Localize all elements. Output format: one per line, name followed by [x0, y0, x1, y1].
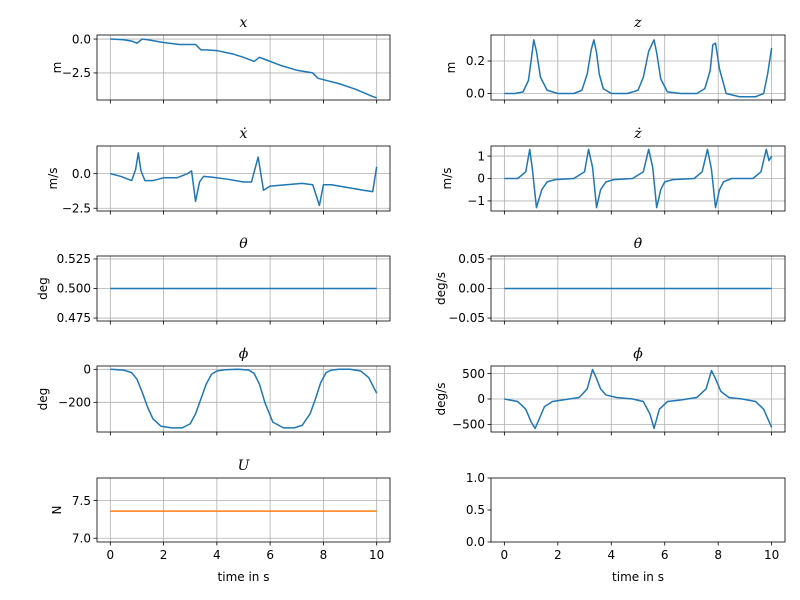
subplot-9: 0 2 4 6 8 10 1.0 0.5 0.0 time in s	[466, 471, 786, 584]
x-tick-label: 6	[661, 548, 669, 562]
x-axis-label: time in s	[612, 570, 664, 584]
y-tick-label: −200	[58, 396, 91, 410]
y-axis-label: m/s	[440, 168, 454, 190]
plot-frame	[96, 34, 391, 101]
series-line-0	[110, 368, 378, 429]
x-tick-label: 4	[213, 548, 221, 562]
subplot-title: ϕ̇	[633, 346, 643, 362]
subplot-title: ż	[633, 126, 642, 142]
subplot-2: 0.0 −2.5 ẋ m/s	[46, 126, 391, 215]
y-tick-label: −0.05	[448, 311, 485, 325]
series-line-0	[110, 152, 378, 207]
series-line-0	[504, 148, 773, 209]
series-line-0	[504, 39, 773, 98]
subplot-4: 0.525 0.500 0.475 θ deg	[36, 236, 391, 325]
subplot-title: ϕ	[239, 346, 249, 362]
subplot-3: 1 0 −1 ż m/s	[440, 126, 786, 215]
y-axis-label: deg	[36, 277, 50, 300]
y-tick-label: −1	[467, 194, 485, 208]
subplot-title: z	[633, 15, 642, 31]
x-tick-label: 10	[369, 548, 384, 562]
y-axis-label: N	[50, 506, 64, 515]
y-axis-label: deg/s	[434, 383, 448, 416]
y-axis-label: deg/s	[434, 272, 448, 305]
series-line-0	[110, 38, 377, 99]
y-axis-label: m/s	[46, 168, 60, 190]
y-tick-label: 0.2	[466, 54, 485, 68]
plot-frame	[490, 477, 786, 543]
y-tick-label: 0.00	[458, 282, 485, 296]
y-axis-label: m	[444, 62, 458, 74]
plot-frame	[96, 365, 391, 433]
y-tick-label: 0.5	[466, 503, 485, 517]
y-tick-label: −2.5	[62, 201, 91, 215]
plot-frame	[96, 477, 391, 543]
y-axis-label: m	[50, 62, 64, 74]
x-tick-label: 0	[501, 548, 509, 562]
y-tick-label: 500	[462, 367, 485, 381]
x-tick-label: 6	[266, 548, 274, 562]
plot-frame	[96, 145, 391, 212]
x-tick-label: 0	[106, 548, 114, 562]
subplot-5: 0.05 0.00 −0.05 θ̇ deg/s	[434, 236, 786, 325]
y-tick-label: 7.5	[72, 494, 91, 508]
y-tick-label: 0.05	[458, 252, 485, 266]
subplot-title: ẋ	[240, 126, 248, 142]
subplot-title: U	[238, 458, 251, 474]
y-tick-label: 0.525	[57, 252, 91, 266]
y-tick-label: 7.0	[72, 531, 91, 545]
y-tick-label: 0	[477, 392, 485, 406]
subplot-title: θ̇	[634, 236, 643, 252]
y-tick-label: 0.500	[57, 282, 91, 296]
y-tick-label: 0	[477, 172, 485, 186]
y-tick-label: 0	[83, 363, 91, 377]
x-tick-label: 8	[320, 548, 328, 562]
plot-frame	[490, 34, 786, 101]
subplot-title: x	[240, 15, 248, 31]
y-tick-label: 1.0	[466, 471, 485, 485]
y-tick-label: 1	[477, 149, 485, 163]
subplot-7: 500 0 −500 ϕ̇ deg/s	[434, 346, 786, 436]
y-axis-label: deg	[36, 388, 50, 411]
y-tick-label: 0.0	[72, 167, 91, 181]
subplot-6: 0 −200 ϕ deg	[36, 346, 391, 436]
x-tick-label: 4	[607, 548, 615, 562]
x-axis-label: time in s	[218, 570, 270, 584]
subplot-0: 0.0 −2.5 x m	[50, 15, 391, 104]
subplot-1: 0.0 0.2 z m	[444, 15, 786, 104]
series-line-0	[504, 368, 773, 430]
y-tick-label: 0.0	[466, 535, 485, 549]
x-tick-label: 10	[764, 548, 779, 562]
y-tick-label: −2.5	[62, 66, 91, 80]
y-tick-label: −500	[452, 418, 485, 432]
y-tick-label: 0.475	[57, 311, 91, 325]
y-tick-label: 0.0	[466, 87, 485, 101]
x-tick-label: 8	[714, 548, 722, 562]
x-tick-label: 2	[160, 548, 168, 562]
y-tick-label: 0.0	[72, 32, 91, 46]
subplot-title: θ	[239, 236, 248, 252]
x-tick-label: 2	[554, 548, 562, 562]
